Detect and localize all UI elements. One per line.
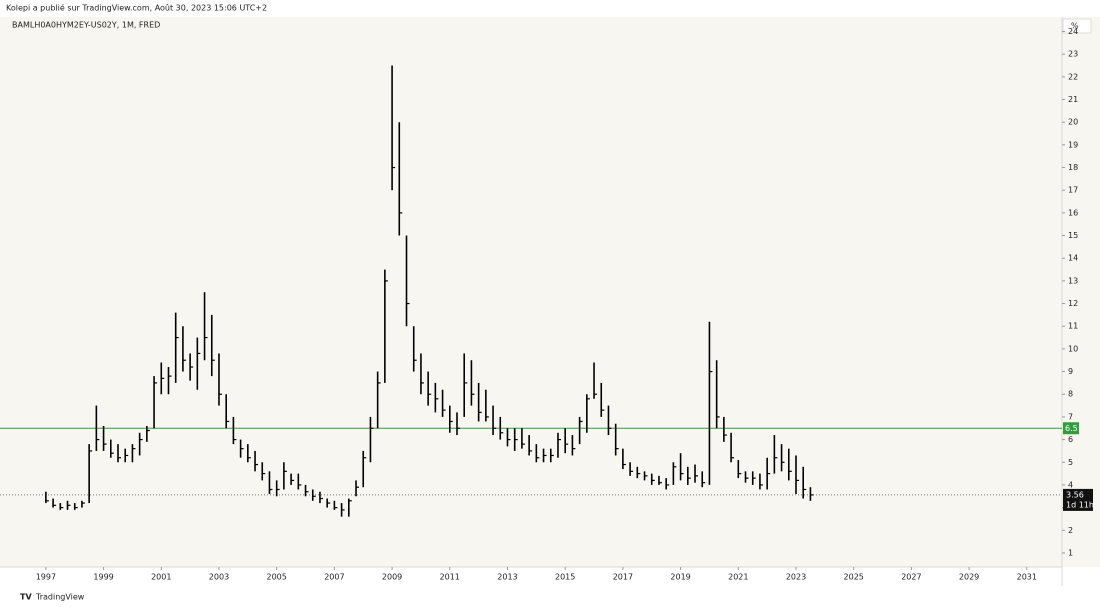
- y-tick-label: 1: [1068, 548, 1073, 557]
- y-tick-label: 4: [1068, 480, 1073, 489]
- y-tick-label: 17: [1068, 186, 1078, 195]
- y-tick-label: 10: [1068, 344, 1078, 353]
- x-tick-label: 1997: [36, 573, 56, 582]
- y-tick-label: 21: [1068, 95, 1078, 104]
- y-tick-label: 8: [1068, 390, 1073, 399]
- countdown-label: 1d 11h: [1066, 500, 1094, 509]
- x-tick-label: 2027: [901, 573, 921, 582]
- x-tick-label: 2003: [209, 573, 229, 582]
- x-tick-label: 2015: [555, 573, 575, 582]
- x-tick-label: 2023: [786, 573, 806, 582]
- x-tick-label: 2029: [959, 573, 979, 582]
- x-tick-label: 1999: [93, 573, 113, 582]
- y-tick-label: 20: [1068, 118, 1078, 127]
- x-tick-label: 2007: [324, 573, 344, 582]
- level-label-bg: [1063, 422, 1079, 435]
- level-label: 6.5: [1065, 424, 1078, 433]
- y-tick-label: 6: [1068, 435, 1073, 444]
- last-price-bg: [1063, 488, 1093, 511]
- y-tick-label: 7: [1068, 412, 1073, 421]
- y-tick-label: 23: [1068, 50, 1078, 59]
- y-tick-label: 13: [1068, 276, 1078, 285]
- x-tick-label: 2019: [670, 573, 690, 582]
- plot-background: [0, 17, 1100, 567]
- y-tick-label: 12: [1068, 299, 1078, 308]
- last-price-label: 3.56: [1066, 490, 1084, 499]
- y-tick-label: 24: [1068, 27, 1078, 36]
- y-tick-label: 14: [1068, 254, 1078, 263]
- unit-button[interactable]: [1062, 18, 1092, 34]
- y-tick-label: 16: [1068, 208, 1078, 217]
- x-tick-label: 2005: [267, 573, 287, 582]
- x-tick-label: 2009: [382, 573, 402, 582]
- x-tick-label: 2025: [844, 573, 864, 582]
- footer-logo: TV: [20, 593, 32, 602]
- x-tick-label: 2001: [151, 573, 171, 582]
- x-tick-label: 2031: [1017, 573, 1037, 582]
- y-tick-label: 15: [1068, 231, 1078, 240]
- x-tick-label: 2013: [497, 573, 517, 582]
- header: Kolepi a publié sur TradingView.com, Aoû…: [6, 3, 267, 13]
- y-tick-label: 19: [1068, 140, 1078, 149]
- x-tick-label: 2017: [613, 573, 633, 582]
- y-tick-label: 2: [1068, 526, 1073, 535]
- y-tick-label: 5: [1068, 458, 1073, 467]
- footer: TradingView: [35, 593, 85, 602]
- unit-label[interactable]: %: [1071, 22, 1079, 31]
- symbol-title: BAMLH0A0HYM2EY-US02Y, 1M, FRED: [12, 21, 160, 30]
- x-tick-label: 2021: [728, 573, 748, 582]
- y-tick-label: 9: [1068, 367, 1073, 376]
- y-tick-label: 22: [1068, 72, 1078, 81]
- y-tick-label: 18: [1068, 163, 1078, 172]
- y-tick-label: 11: [1068, 322, 1078, 331]
- x-tick-label: 2011: [440, 573, 460, 582]
